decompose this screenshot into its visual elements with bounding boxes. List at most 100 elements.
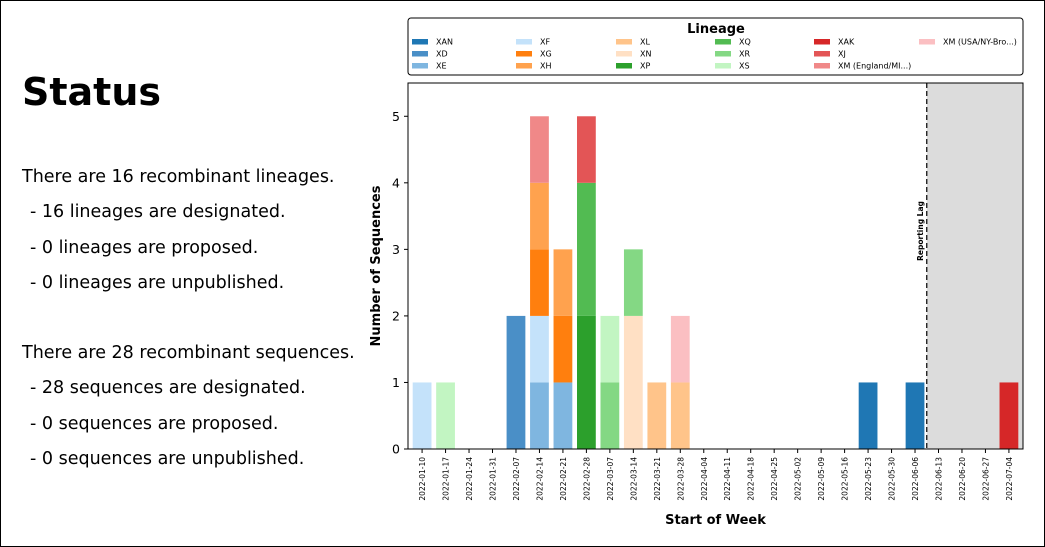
x-tick-label: 2022-06-06 — [911, 457, 920, 501]
legend-item: XS — [715, 62, 750, 71]
y-tick-label: 5 — [392, 109, 400, 124]
legend-label: XS — [739, 62, 750, 71]
legend-label: XJ — [838, 50, 846, 59]
x-tick-label: 2022-02-07 — [512, 457, 521, 501]
reporting-lag-label: Reporting Lag — [916, 201, 925, 261]
y-tick-label: 3 — [392, 242, 400, 257]
x-tick-label: 2022-04-25 — [770, 457, 779, 501]
legend: Lineage XAN XD XE XF XG XH XL XN XP XQ XR XS XAK XJ XM… — [407, 17, 1024, 76]
bar-xe-2022-02-14 — [530, 382, 549, 449]
legend-label: XH — [540, 62, 552, 71]
x-tick-label: 2022-01-10 — [418, 457, 427, 501]
x-tick-label: 2022-02-28 — [582, 457, 591, 501]
x-tick-label: 2022-01-24 — [465, 457, 474, 501]
bar-xan-2022-06-06 — [905, 382, 925, 449]
legend-swatch — [412, 51, 428, 57]
legend-swatch — [919, 39, 935, 45]
bar-xn-2022-03-14 — [623, 315, 643, 449]
x-tick-label: 2022-01-31 — [489, 457, 498, 501]
legend-label: XM (USA/NY-Bro...) — [943, 38, 1017, 47]
bar-xp-2022-02-28 — [577, 315, 596, 449]
y-tick-label: 1 — [392, 375, 400, 390]
legend-label: XE — [436, 62, 447, 71]
x-tick-label: 2022-03-07 — [606, 457, 615, 501]
status-title: Status — [22, 70, 162, 114]
lineages-unpublished: - 0 lineages are unpublished. — [30, 272, 285, 293]
legend-label: XQ — [739, 38, 751, 47]
sequences-proposed: - 0 sequences are proposed. — [30, 413, 279, 434]
legend-item: XD — [412, 50, 448, 59]
legend-swatch — [616, 63, 632, 69]
legend-item: XN — [616, 50, 651, 59]
bar-xg-2022-02-14 — [530, 249, 549, 316]
bars — [412, 116, 1019, 449]
x-tick-label: 2022-04-11 — [723, 457, 732, 501]
bar-xl-2022-03-28 — [670, 382, 690, 449]
legend-label: XF — [540, 38, 550, 47]
legend-item: XF — [516, 38, 550, 47]
x-tick-label: 2022-07-04 — [1005, 457, 1014, 501]
bar-xr-2022-03-07 — [600, 382, 620, 449]
legend-label: XN — [640, 50, 651, 59]
legend-swatch — [814, 51, 830, 57]
y-tick-label: 0 — [392, 442, 400, 457]
legend-label: XD — [436, 50, 448, 59]
x-tick-label: 2022-05-09 — [817, 457, 826, 501]
bar-xh-2022-02-21 — [553, 249, 573, 316]
lineages-designated: - 16 lineages are designated. — [30, 202, 286, 223]
legend-item: XJ — [814, 50, 846, 59]
x-tick-label: 2022-05-23 — [864, 457, 873, 501]
bar-xf-2022-01-10 — [412, 382, 432, 449]
x-tick-label: 2022-03-28 — [676, 457, 685, 501]
legend-box — [407, 17, 1024, 76]
status-panel: Status There are 16 recombinant lineages… — [22, 70, 367, 477]
legend-swatch — [715, 63, 731, 69]
y-axis-label: Number of Sequences — [369, 185, 384, 346]
legend-label: XG — [540, 50, 552, 59]
legend-swatch — [516, 39, 532, 45]
legend-swatch — [715, 51, 731, 57]
bar-xg-2022-02-21 — [553, 315, 573, 383]
lineages-proposed: - 0 lineages are proposed. — [30, 237, 259, 258]
bar-xq-2022-02-28 — [577, 182, 596, 316]
legend-item: XM (England/MI...) — [814, 62, 911, 71]
x-tick-label: 2022-02-14 — [535, 457, 544, 501]
legend-title: Lineage — [687, 22, 745, 37]
legend-item: XG — [516, 50, 552, 59]
x-tick-label: 2022-05-30 — [888, 457, 897, 501]
x-tick-label: 2022-03-21 — [653, 457, 662, 501]
x-tick-label: 2022-06-13 — [934, 457, 943, 501]
legend-swatch — [814, 63, 830, 69]
legend-swatch — [412, 63, 428, 69]
legend-label: XM (England/MI...) — [838, 62, 911, 71]
bar-xm-usa-ny-bro-2022-03-28 — [670, 315, 690, 383]
x-tick-label: 2022-05-02 — [794, 457, 803, 501]
legend-label: XL — [640, 38, 650, 47]
x-tick-label: 2022-06-27 — [981, 457, 990, 501]
legend-item: XAK — [814, 38, 855, 47]
legend-label: XAK — [838, 38, 855, 47]
legend-swatch — [516, 51, 532, 57]
x-tick-label: 2022-04-04 — [700, 457, 709, 501]
y-tick-label: 4 — [392, 175, 400, 190]
legend-item: XQ — [715, 38, 751, 47]
legend-label: XP — [640, 62, 650, 71]
x-tick-label: 2022-02-21 — [559, 457, 568, 501]
bar-xan-2022-05-23 — [858, 382, 878, 449]
legend-swatch — [616, 51, 632, 57]
bar-xl-2022-03-21 — [647, 382, 667, 449]
legend-swatch — [715, 39, 731, 45]
plot-frame — [407, 82, 1024, 450]
x-axis-label: Start of Week — [665, 513, 766, 528]
y-tick-label: 2 — [392, 308, 400, 323]
legend-swatch — [516, 63, 532, 69]
legend-swatch — [814, 39, 830, 45]
x-axis: 2022-01-10 2022-01-17 2022-01-24 2022-01-31… — [418, 449, 1014, 501]
legend-item: XM (USA/NY-Bro...) — [919, 38, 1017, 47]
legend-swatch — [412, 39, 428, 45]
sequences-designated: - 28 sequences are designated. — [30, 378, 306, 399]
legend-swatch — [616, 39, 632, 45]
legend-item: XP — [616, 62, 650, 71]
